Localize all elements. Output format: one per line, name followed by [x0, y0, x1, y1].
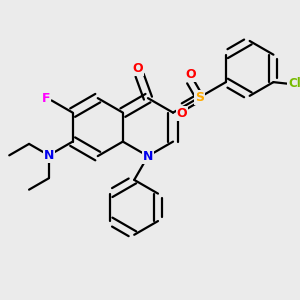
Text: O: O	[177, 107, 188, 120]
Text: O: O	[133, 62, 143, 75]
Text: N: N	[143, 150, 153, 163]
Text: S: S	[195, 91, 204, 104]
Text: O: O	[185, 68, 196, 81]
Text: F: F	[42, 92, 50, 105]
Text: Cl: Cl	[288, 77, 300, 90]
Text: N: N	[44, 149, 54, 162]
